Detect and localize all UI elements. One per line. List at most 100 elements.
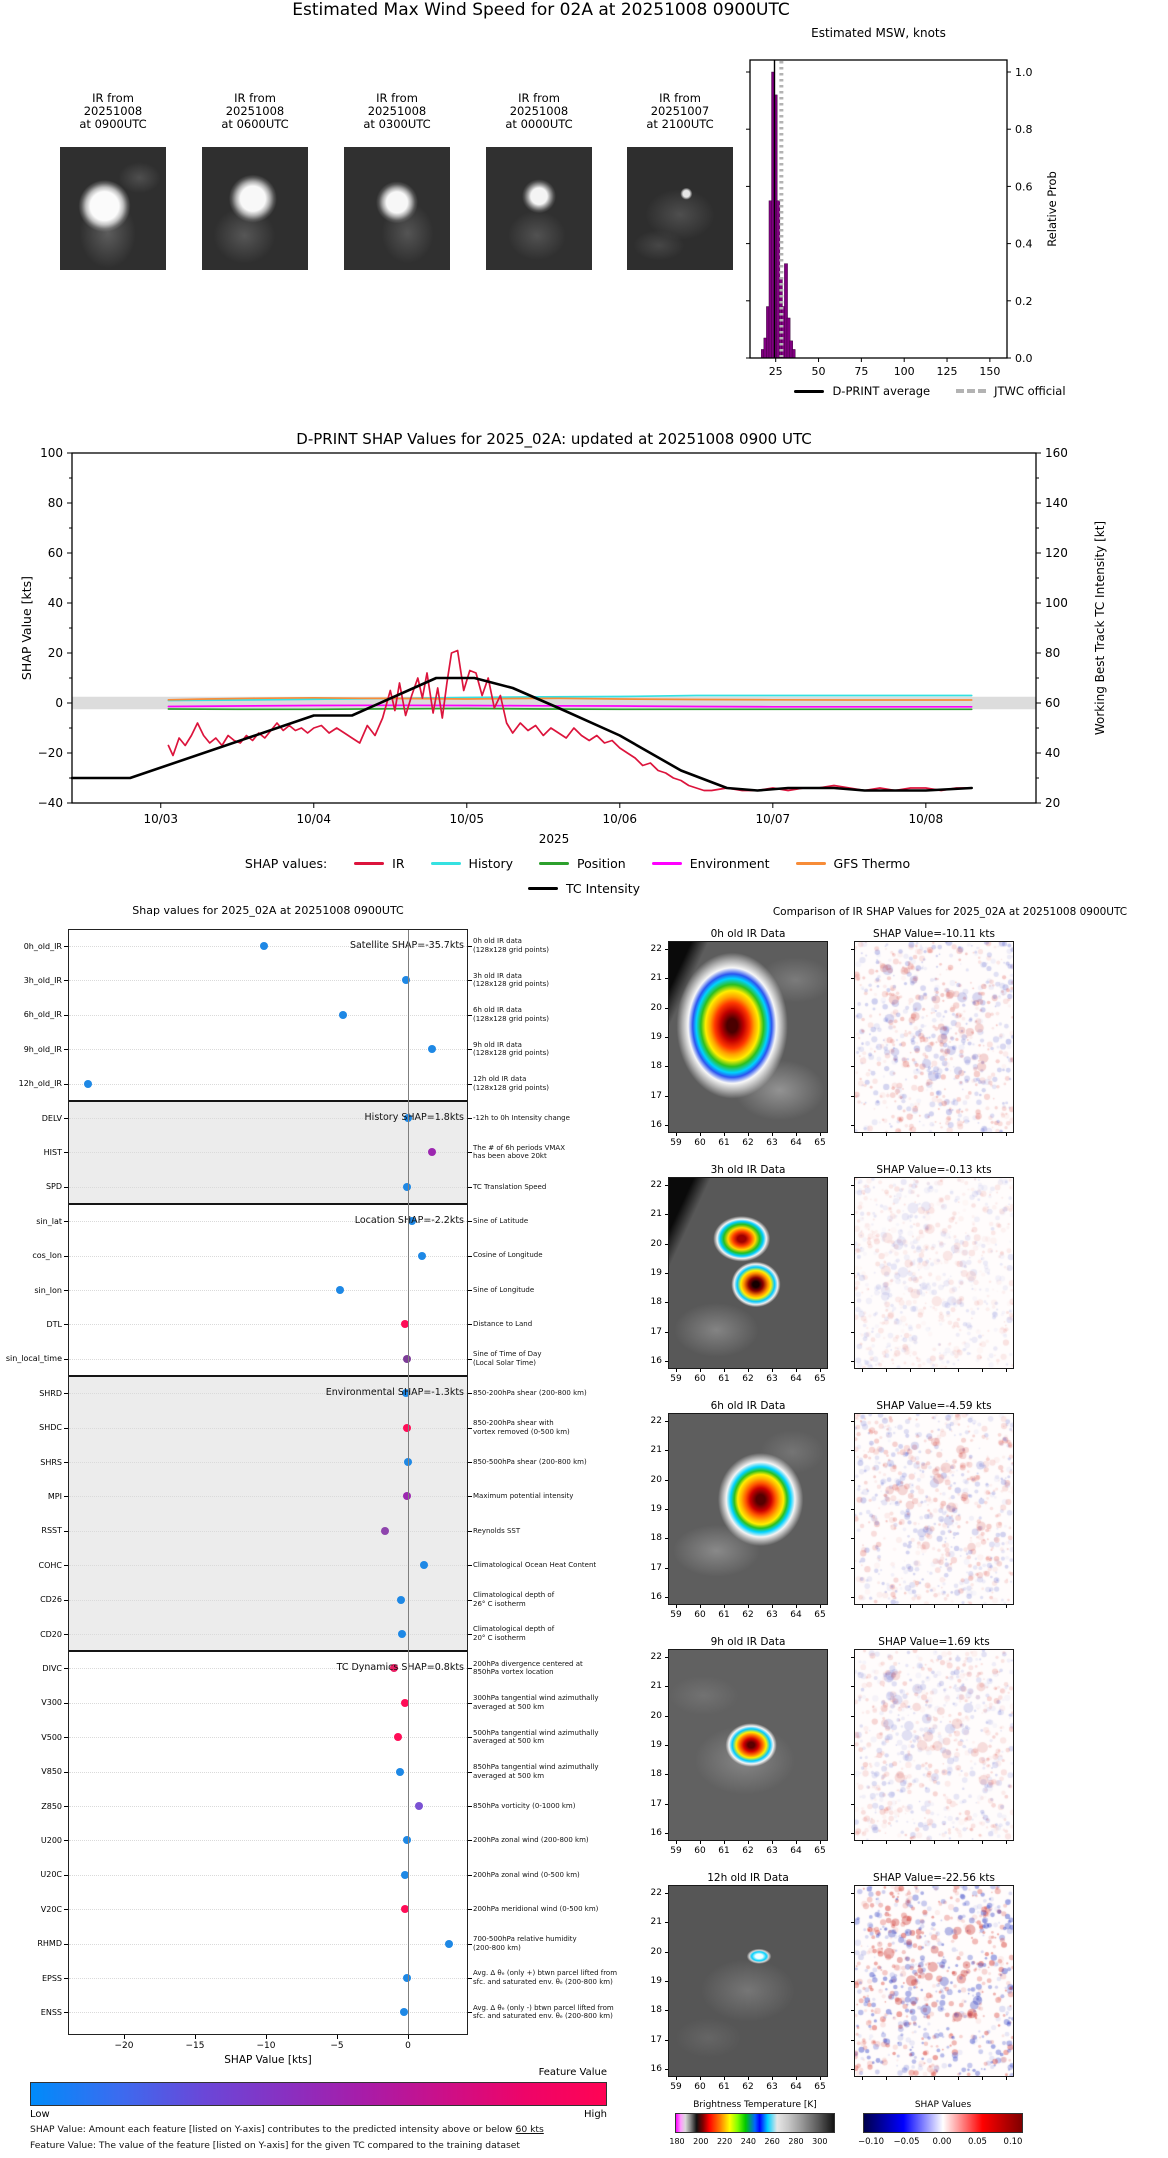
panel-ytick: 17 [650, 1798, 662, 1809]
panel-ytick: 21 [650, 1917, 662, 1928]
row-tick-right [468, 1668, 472, 1670]
row-gridline [69, 1118, 467, 1119]
xtick-mark [195, 2035, 196, 2039]
row-gridline [69, 1771, 467, 1773]
xtick: 10/07 [756, 812, 791, 826]
panel-xtick-mark [748, 1369, 749, 1372]
feature-description: 9h old IR data (128x128 grid points) [473, 1040, 549, 1058]
panel-xtick: 64 [790, 1846, 802, 1856]
shap-dot [403, 1974, 412, 1982]
feature-description: Sine of Longitude [473, 1285, 535, 1294]
panel-ytick-mark [665, 1745, 668, 1746]
panel-ytick-mark [665, 1066, 668, 1068]
panel-ytick-mark [665, 1893, 668, 1894]
ytick-left: 100 [40, 446, 63, 460]
feature-label: 0h_old_IR [23, 941, 62, 951]
panel-ytick: 16 [650, 1592, 662, 1602]
panel-ytick: 20 [650, 1710, 662, 1721]
panel-ytick: 17 [650, 1326, 662, 1337]
panel-ytick-mark [851, 1095, 854, 1097]
row-tick-right [468, 1358, 472, 1360]
row-tick-right [468, 1909, 472, 1911]
ytick-left: 20 [48, 646, 63, 660]
shap-colorbar-tick: 0.10 [1003, 2137, 1023, 2147]
feature-description: 850-200hPa shear with vortex removed (0-5… [473, 1419, 570, 1436]
panel-ytick-mark [665, 1007, 668, 1009]
row-tick-right [468, 1565, 472, 1567]
panel-xtick-mark [796, 1369, 797, 1372]
panel-ytick-mark [851, 2069, 854, 2070]
bt-colorbar-tick: 300 [812, 2137, 828, 2146]
timeseries-title: D-PRINT SHAP Values for 2025_02A: update… [296, 430, 812, 448]
footnote-shap-value: SHAP Value: Amount each feature [listed … [30, 2124, 544, 2135]
ir-thumbnail-image [486, 147, 592, 270]
section-divider [68, 1375, 468, 1377]
row-tick-right [468, 1978, 472, 1979]
section-shading [68, 1376, 468, 1652]
panel-ytick: 22 [650, 1888, 662, 1898]
panel-ytick: 21 [650, 1445, 662, 1456]
shap-map-speckle [855, 942, 1013, 1132]
ir-data-title: 3h old IR Data [710, 1164, 786, 1176]
panel-ytick: 18 [650, 1769, 662, 1780]
panel-ytick: 16 [650, 2064, 662, 2074]
row-tick-right [468, 2012, 472, 2014]
ir-image-panel [668, 941, 828, 1133]
panel-xtick-mark [1006, 1133, 1007, 1136]
feature-description: Climatological Ocean Heat Content [473, 1560, 597, 1569]
panel-xtick-mark [772, 1133, 773, 1136]
row-tick-right [468, 1462, 472, 1463]
footnote-feature-value: Feature Value: The value of the feature … [30, 2140, 520, 2151]
row-gridline [69, 1255, 467, 1257]
series-line-environment [167, 704, 973, 708]
panel-ytick-mark [851, 1893, 854, 1894]
row-tick-left [64, 1530, 68, 1532]
panel-xtick-mark [796, 1605, 797, 1608]
panel-ytick-mark [851, 2010, 854, 2012]
row-gridline [69, 2012, 467, 2014]
shap-dot [335, 1286, 344, 1294]
row-tick-left [64, 1668, 68, 1670]
histogram-ytick: 1.0 [1015, 66, 1033, 79]
feature-label: CD20 [40, 1629, 62, 1639]
feature-label: V500 [41, 1732, 62, 1742]
row-tick-left [64, 1255, 68, 1257]
bt-colorbar-tick: 240 [740, 2137, 757, 2146]
ir-thumbnail-image [627, 147, 733, 270]
panel-xtick: 60 [694, 1846, 706, 1856]
feature-description: The # of 6h periods VMAX has been above 2… [473, 1143, 566, 1161]
line-swatch [354, 862, 385, 865]
panel-ytick-mark [665, 1567, 668, 1569]
xtick-mark [408, 2035, 409, 2039]
panel-xtick: 60 [694, 1138, 706, 1148]
histogram-ylabel: Relative Prob [1045, 171, 1059, 247]
panel-ytick-mark [851, 1715, 854, 1717]
featurevalue-colorbar-label: Feature Value [538, 2067, 607, 2078]
panel-xtick-mark [772, 1605, 773, 1608]
panel-xtick-mark [982, 1841, 983, 1844]
section-shap-annotation: Environmental SHAP=-1.3kts [325, 1387, 464, 1399]
panel-ytick-mark [665, 978, 668, 980]
shap-dot [398, 1630, 407, 1638]
row-tick-left [64, 1049, 68, 1051]
panel-ytick-mark [851, 1450, 854, 1452]
row-gridline [69, 1462, 467, 1463]
ytick-left: −40 [38, 796, 63, 810]
panel-ytick-mark [851, 1597, 854, 1598]
row-tick-right [468, 1221, 472, 1223]
panel-xtick: 59 [670, 1610, 682, 1620]
panel-xtick: 63 [766, 1138, 778, 1148]
panel-xtick: 59 [670, 1846, 682, 1856]
row-tick-left [64, 946, 68, 947]
feature-description: Climatological depth of 20° C isotherm [473, 1625, 555, 1642]
legend-label: Environment [689, 856, 770, 871]
feature-description: TC Translation Speed [473, 1182, 547, 1191]
row-gridline [69, 1049, 467, 1051]
panel-ytick-mark [665, 1331, 668, 1333]
feature-label: COHC [38, 1560, 62, 1570]
shap-dot [401, 1905, 410, 1914]
shap-dot [402, 1182, 411, 1191]
row-tick-right [468, 1152, 472, 1154]
row-gridline [69, 1599, 467, 1601]
histogram-xtick: 75 [854, 365, 868, 378]
